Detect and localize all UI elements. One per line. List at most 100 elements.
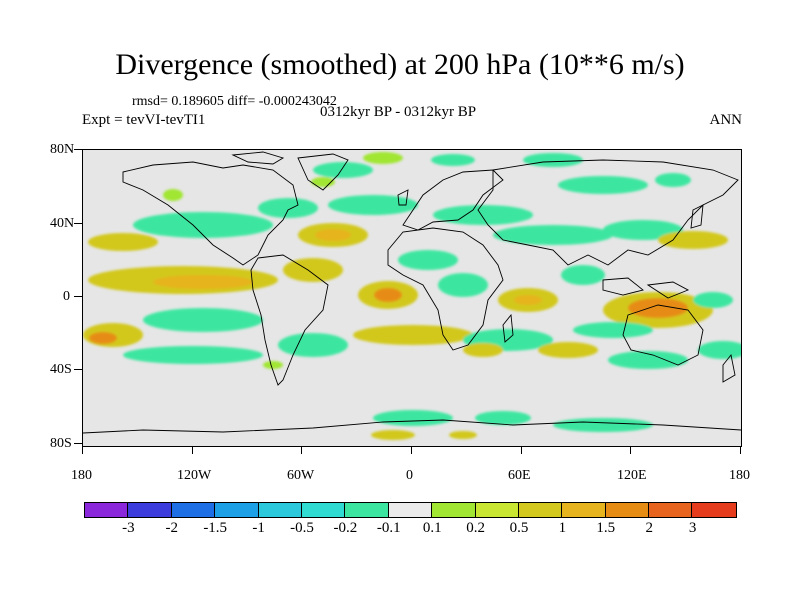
colorbar-label: 0.5 [509,520,529,536]
coastline-africa [387,227,504,351]
field-blob [278,333,348,357]
colorbar-cell [388,503,433,517]
field-blob [373,410,453,426]
field-blob [608,351,688,369]
field-blob [523,153,583,167]
field-blob [371,430,415,440]
colorbar-label: -2 [165,520,179,536]
colorbar-cell [649,503,693,517]
colorbar-label: -0.1 [376,520,401,536]
field-blob [153,275,253,289]
tick [74,149,82,150]
lat-label-40s: 40S [50,362,72,377]
coastline-new-guinea [646,281,690,299]
field-blob [514,295,542,305]
colorbar-label: 0.2 [466,520,485,536]
field-blob [693,292,733,308]
coastline-north-america [122,161,299,266]
season-label: ANN [709,112,743,128]
field-blob [573,322,653,338]
field-blob [431,154,475,166]
coastline-arctic-islands [231,151,285,165]
colorbar-label: -0.5 [290,520,314,536]
tick [74,443,82,444]
lat-label-80n: 80N [50,142,75,157]
field-blob [315,229,351,241]
field-blob [263,361,283,369]
field-blob [463,343,503,357]
lon-label-180w: 180 [71,468,92,483]
colorbar-cell [258,503,302,517]
period-label: 0312kyr BP - 0312kyr BP [320,104,477,120]
colorbar-cell [475,503,519,517]
field-blob [558,176,648,194]
coastline-japan [690,204,704,229]
colorbar-label: -3 [122,520,135,536]
field-blob [328,195,418,215]
coastline-madagascar [502,313,514,343]
field-blob [143,308,263,332]
lon-label-120e: 120E [617,468,647,483]
tick [521,446,522,454]
tick [74,223,82,224]
coastline-borneo-sumatra [602,277,644,296]
colorbar-label: -1.5 [203,520,228,536]
tick [740,446,741,454]
lon-label-180e: 180 [729,468,750,483]
field-blob [603,220,683,240]
field-blob [433,205,533,225]
coastline-australia [622,304,704,366]
field-blob [163,189,183,201]
field-blob [313,162,373,178]
coastline-british-isles [397,189,409,206]
colorbar-label: 1 [558,520,567,536]
tick [74,296,82,297]
field-blob [628,298,688,318]
colorbar-label: -0.2 [333,520,358,536]
field-blob [353,325,473,345]
tick [630,446,631,454]
field-blob [283,258,343,282]
field-blob [553,418,653,432]
tick [301,446,302,454]
colorbar-label: 2 [645,520,653,536]
field-blob [123,346,263,364]
colorbar-cell [171,503,216,517]
colorbar-cell [85,503,129,517]
tick [82,446,83,454]
chart-title: Divergence (smoothed) at 200 hPa (10**6 … [115,48,685,81]
colorbar-label: -1 [252,520,265,536]
colorbar-label: 0.1 [422,520,442,536]
divergence-map [82,149,742,447]
colorbar [84,502,737,518]
colorbar-label: 1.5 [596,520,616,536]
coastlines [83,151,741,434]
lat-label-40n: 40N [50,216,75,231]
coastline-antarctica [83,419,741,434]
lon-label-0: 0 [406,468,413,483]
colorbar-cell [128,503,172,517]
field-blob [538,342,598,358]
tick [411,446,412,454]
colorbar-cell [215,503,259,517]
coastline-europe [402,169,504,231]
colorbar-cell [605,503,650,517]
colorbar-cell [518,503,563,517]
coastline-greenland [297,153,349,191]
field-blob [561,265,605,285]
lat-label-80s: 80S [50,436,72,451]
field-blob [258,198,318,218]
tick [192,446,193,454]
field-blob [363,152,403,164]
field-blob [374,288,402,302]
field-blob [475,411,531,425]
colorbar-cell [301,503,346,517]
coastline-new-zealand [722,353,736,383]
lat-label-0: 0 [63,289,70,304]
lon-label-60w: 60W [287,468,315,483]
field-blob [88,233,158,251]
tick [74,369,82,370]
field-blob [438,273,488,297]
coastline-asia [477,159,739,266]
map-canvas [83,151,741,440]
